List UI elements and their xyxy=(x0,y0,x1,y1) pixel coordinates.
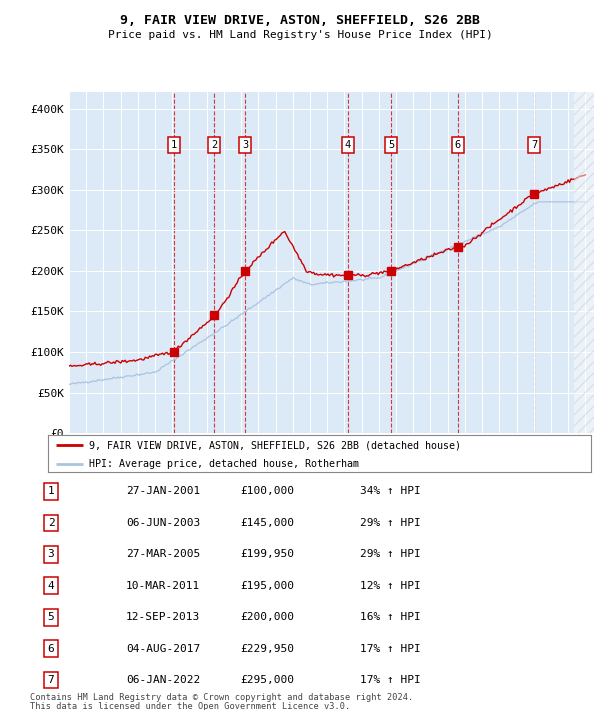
Text: 17% ↑ HPI: 17% ↑ HPI xyxy=(360,675,421,685)
Text: £199,950: £199,950 xyxy=(240,550,294,559)
Text: Price paid vs. HM Land Registry's House Price Index (HPI): Price paid vs. HM Land Registry's House … xyxy=(107,30,493,40)
Text: 3: 3 xyxy=(47,550,55,559)
Text: 2: 2 xyxy=(211,140,217,150)
Text: £200,000: £200,000 xyxy=(240,612,294,622)
Text: 2: 2 xyxy=(47,518,55,528)
Text: 34% ↑ HPI: 34% ↑ HPI xyxy=(360,486,421,496)
Text: 06-JAN-2022: 06-JAN-2022 xyxy=(126,675,200,685)
Text: 1: 1 xyxy=(170,140,177,150)
Text: 17% ↑ HPI: 17% ↑ HPI xyxy=(360,644,421,654)
Text: 6: 6 xyxy=(47,644,55,654)
Text: 10-MAR-2011: 10-MAR-2011 xyxy=(126,581,200,591)
Text: £229,950: £229,950 xyxy=(240,644,294,654)
Text: 9, FAIR VIEW DRIVE, ASTON, SHEFFIELD, S26 2BB (detached house): 9, FAIR VIEW DRIVE, ASTON, SHEFFIELD, S2… xyxy=(89,440,461,450)
Text: 7: 7 xyxy=(531,140,537,150)
Text: 3: 3 xyxy=(242,140,248,150)
Text: 7: 7 xyxy=(47,675,55,685)
Text: 12-SEP-2013: 12-SEP-2013 xyxy=(126,612,200,622)
Text: 6: 6 xyxy=(455,140,461,150)
Text: 27-JAN-2001: 27-JAN-2001 xyxy=(126,486,200,496)
Text: 5: 5 xyxy=(388,140,394,150)
Text: HPI: Average price, detached house, Rotherham: HPI: Average price, detached house, Roth… xyxy=(89,459,359,469)
Text: This data is licensed under the Open Government Licence v3.0.: This data is licensed under the Open Gov… xyxy=(30,702,350,710)
Text: £100,000: £100,000 xyxy=(240,486,294,496)
Text: 4: 4 xyxy=(47,581,55,591)
Text: £195,000: £195,000 xyxy=(240,581,294,591)
Text: 5: 5 xyxy=(47,612,55,622)
Text: 4: 4 xyxy=(344,140,351,150)
Text: 06-JUN-2003: 06-JUN-2003 xyxy=(126,518,200,528)
Text: 29% ↑ HPI: 29% ↑ HPI xyxy=(360,518,421,528)
Text: £145,000: £145,000 xyxy=(240,518,294,528)
Text: 29% ↑ HPI: 29% ↑ HPI xyxy=(360,550,421,559)
Text: 12% ↑ HPI: 12% ↑ HPI xyxy=(360,581,421,591)
Text: 1: 1 xyxy=(47,486,55,496)
Text: Contains HM Land Registry data © Crown copyright and database right 2024.: Contains HM Land Registry data © Crown c… xyxy=(30,693,413,701)
Text: 16% ↑ HPI: 16% ↑ HPI xyxy=(360,612,421,622)
Text: 04-AUG-2017: 04-AUG-2017 xyxy=(126,644,200,654)
Text: £295,000: £295,000 xyxy=(240,675,294,685)
Text: 27-MAR-2005: 27-MAR-2005 xyxy=(126,550,200,559)
Text: 9, FAIR VIEW DRIVE, ASTON, SHEFFIELD, S26 2BB: 9, FAIR VIEW DRIVE, ASTON, SHEFFIELD, S2… xyxy=(120,14,480,27)
